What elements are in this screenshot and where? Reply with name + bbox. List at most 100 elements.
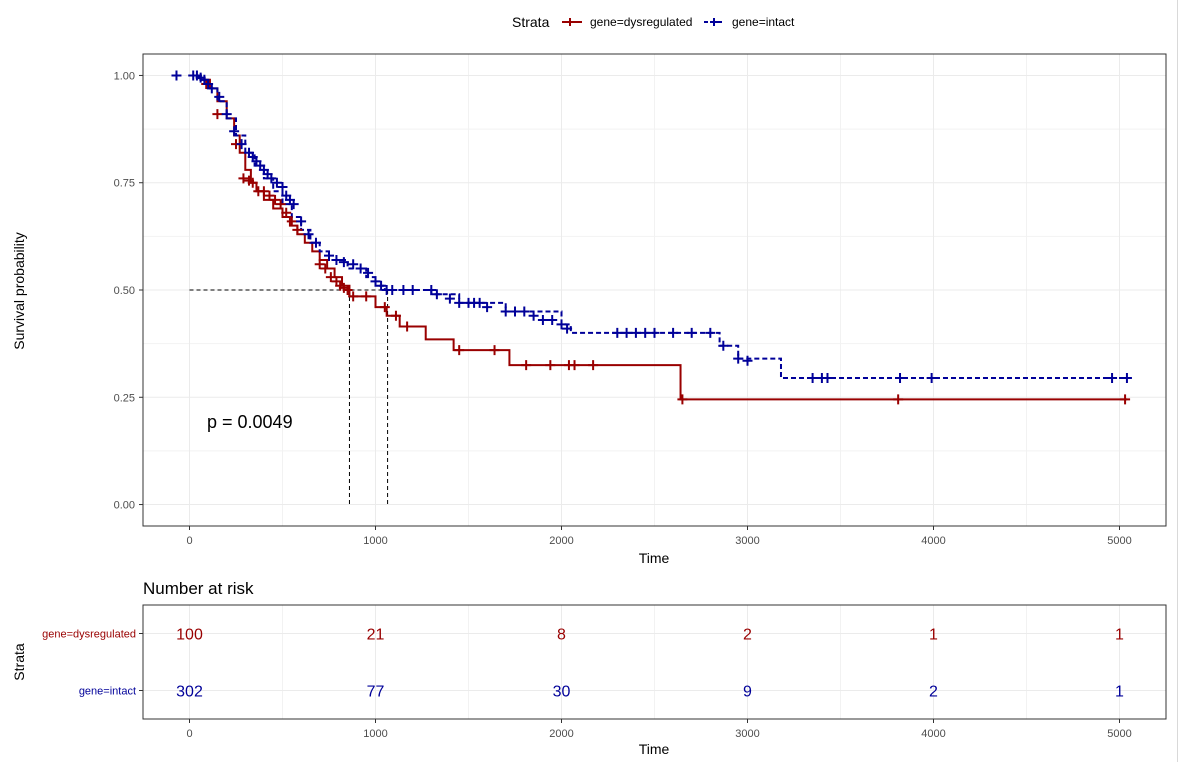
censor-mark-intact: [229, 126, 240, 137]
censor-mark-dysregulated: [314, 259, 325, 270]
censor-mark-dysregulated: [212, 109, 223, 120]
risk-x-tick-label: 1000: [363, 728, 387, 740]
y-tick-label: 0.50: [114, 285, 135, 297]
censor-mark-intact: [398, 285, 409, 295]
censor-mark-intact: [370, 276, 381, 287]
risk-y-axis-title: Strata: [11, 643, 27, 681]
censor-mark-intact: [556, 319, 567, 330]
legend-title: Strata: [512, 14, 550, 30]
risk-count: 30: [553, 684, 571, 701]
risk-x-tick-label: 4000: [921, 728, 945, 740]
y-tick-label: 1.00: [114, 70, 135, 82]
survival-curves: [189, 74, 1127, 401]
censor-mark-dysregulated: [292, 224, 303, 235]
censor-mark-intact: [500, 306, 511, 317]
censor-mark-dysregulated: [264, 190, 275, 201]
censor-mark-intact: [926, 372, 937, 383]
p-value-label: p = 0.0049: [207, 412, 293, 432]
censor-mark-intact: [454, 297, 465, 308]
risk-x-tick-label: 3000: [735, 728, 759, 740]
censor-mark-intact: [324, 250, 334, 261]
censor-mark-dysregulated: [893, 394, 904, 405]
censor-marks: [171, 70, 1132, 405]
legend-key-dysregulated: [566, 18, 574, 26]
x-tick-label: 1000: [363, 535, 387, 547]
censor-mark-dysregulated: [402, 321, 413, 332]
censor-mark-dysregulated: [521, 360, 532, 371]
censor-mark-intact: [310, 237, 321, 248]
censor-mark-dysregulated: [677, 394, 688, 405]
censor-mark-dysregulated: [454, 345, 465, 356]
censor-mark-dysregulated: [270, 194, 281, 205]
censor-mark-intact: [296, 216, 307, 227]
y-axis-title: Survival probability: [11, 232, 27, 350]
censor-mark-intact: [355, 263, 366, 274]
x-axis-ticks: 0 1000 2000 3000 4000 5000: [186, 526, 1132, 547]
risk-count: 77: [367, 684, 385, 701]
risk-x-tick-label: 0: [186, 728, 192, 740]
censor-mark-intact: [331, 254, 342, 265]
censor-mark-intact: [214, 91, 225, 102]
censor-mark-intact: [640, 327, 651, 338]
censor-mark-intact: [431, 289, 442, 300]
censor-mark-intact: [705, 327, 716, 338]
censor-mark-intact: [387, 285, 398, 295]
censor-mark-intact: [807, 372, 818, 383]
censor-mark-intact: [407, 285, 418, 295]
censor-mark-dysregulated: [325, 272, 336, 283]
censor-mark-intact: [206, 83, 217, 94]
risk-x-tick-label: 2000: [549, 728, 573, 740]
censor-mark-dysregulated: [320, 263, 331, 274]
censor-mark-intact: [668, 327, 679, 338]
censor-mark-intact: [547, 315, 558, 326]
censor-mark-intact: [895, 372, 906, 383]
risk-row-labels: gene=dysregulated gene=intact: [42, 629, 143, 698]
x-axis-title: Time: [639, 550, 670, 566]
censor-mark-intact: [236, 139, 247, 150]
risk-row-label: gene=intact: [79, 686, 136, 698]
censor-mark-dysregulated: [281, 207, 292, 218]
risk-count: 1: [1115, 684, 1124, 701]
censor-mark-intact: [612, 327, 623, 338]
censor-mark-intact: [1121, 372, 1132, 383]
censor-mark-intact: [562, 323, 573, 334]
censor-mark-intact: [271, 177, 282, 188]
censor-mark-intact: [171, 70, 182, 81]
censor-mark-dysregulated: [390, 310, 401, 321]
censor-mark-dysregulated: [286, 216, 297, 227]
censor-mark-intact: [510, 306, 520, 317]
censor-mark-intact: [718, 340, 729, 351]
x-tick-label: 0: [186, 535, 192, 547]
censor-mark-intact: [348, 259, 359, 270]
risk-count: 8: [557, 627, 566, 644]
risk-x-axis-ticks: 0 1000 2000 3000 4000 5000: [186, 719, 1132, 740]
legend-entry-intact: gene=intact: [704, 15, 795, 29]
censor-mark-intact: [474, 297, 485, 308]
risk-count: 1: [929, 627, 938, 644]
legend-label-dysregulated: gene=dysregulated: [590, 15, 692, 29]
x-tick-label: 5000: [1107, 535, 1131, 547]
censor-mark-dysregulated: [247, 177, 258, 188]
censor-mark-intact: [630, 327, 641, 338]
legend: Strata gene=dysregulated gene=intact: [512, 14, 795, 30]
censor-mark-intact: [266, 173, 277, 184]
censor-mark-dysregulated: [545, 360, 556, 371]
censor-mark-intact: [537, 315, 548, 326]
censor-mark-dysregulated: [489, 345, 500, 356]
risk-count: 1: [1115, 627, 1124, 644]
risk-count: 21: [367, 627, 385, 644]
censor-mark-intact: [363, 267, 374, 278]
risk-count: 302: [176, 684, 203, 701]
x-tick-label: 3000: [735, 535, 759, 547]
risk-count: 2: [743, 627, 752, 644]
censor-mark-intact: [482, 302, 493, 313]
y-tick-label: 0.75: [114, 178, 135, 190]
censor-mark-intact: [649, 327, 660, 338]
survival-plot: 0 1000 2000 3000 4000 5000 0.00 0.25 0.50 0.75 1.…: [11, 53, 1167, 566]
censor-mark-dysregulated: [379, 302, 390, 313]
x-tick-label: 2000: [549, 535, 573, 547]
censor-mark-dysregulated: [569, 360, 580, 371]
risk-table-title: Number at risk: [143, 579, 254, 598]
